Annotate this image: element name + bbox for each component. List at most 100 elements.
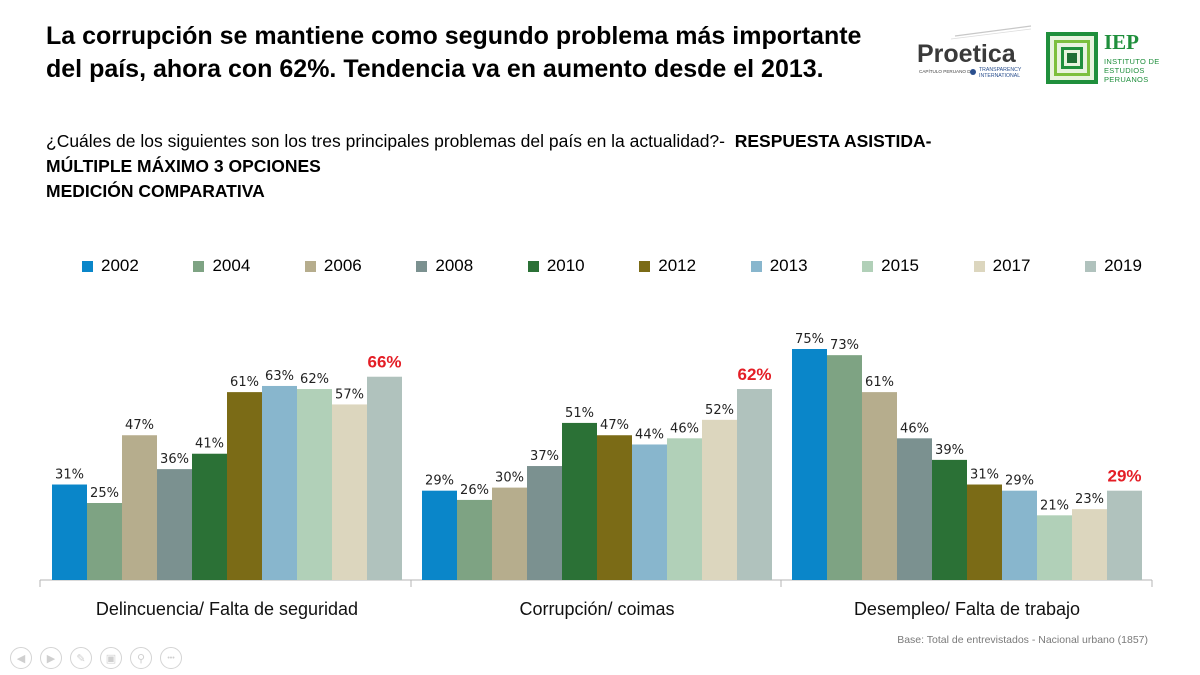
legend-swatch-2010 [527,260,539,272]
bar-1-2004 [87,503,122,580]
legend-label-2010: 2010 [546,256,585,275]
iep-logo-mark [1046,32,1098,84]
bar-3-2013 [1002,490,1037,580]
legend-label-2019: 2019 [1104,256,1142,275]
proetica-logo-text: Proetica [917,40,1017,68]
bar-2-2013 [632,444,667,580]
data-label-3-2019: 29% [1107,467,1141,486]
question-main: ¿Cuáles de los siguientes son los tres p… [46,131,725,151]
bar-3-2017 [1072,509,1107,580]
iep-line-3: PERUANOS [1104,75,1149,84]
legend-item-2019: 2019 [1085,256,1142,276]
data-label-3-2008: 46% [900,421,929,436]
iep-logo: IEP INSTITUTO DE ESTUDIOS PERUANOS [1046,30,1166,86]
data-label-2-2002: 29% [425,474,454,489]
bar-3-2006 [862,392,897,580]
bar-1-2006 [122,435,157,580]
data-label-3-2017: 23% [1075,492,1104,507]
legend-item-2013: 2013 [750,256,808,276]
data-label-2-2008: 37% [530,449,559,464]
bar-3-2015 [1037,515,1072,580]
legend-swatch-2015 [862,260,874,272]
legend-label-2008: 2008 [435,256,474,275]
bar-1-2015 [297,389,332,580]
legend-swatch-2006 [304,260,316,272]
data-label-3-2004: 73% [830,338,859,353]
data-label-3-2015: 21% [1040,498,1069,513]
legend-swatch-2012 [639,260,651,272]
iep-line-2: ESTUDIOS [1104,66,1145,75]
bar-1-2017 [332,404,367,580]
bar-3-2012 [967,484,1002,580]
legend-item-2004: 2004 [193,256,250,276]
data-label-2-2013: 44% [635,427,664,442]
legend-item-2002: 2002 [82,256,139,276]
data-label-3-2012: 31% [970,468,999,483]
legend-swatch-2004 [193,260,205,272]
legend-item-2006: 2006 [304,256,362,276]
proetica-logo-mark: Proetica CAPÍTULO PERUANO DE TRANSPARENC… [917,25,1032,79]
data-label-1-2013: 63% [265,369,294,384]
legend-swatch-2002 [82,260,93,272]
transparency-text: TRANSPARENCY [979,67,1022,73]
bar-2-2002 [422,490,457,580]
legend-label-2015: 2015 [881,256,919,275]
legend-swatch-2013 [750,260,762,272]
question-mode: RESPUESTA ASISTIDA- [734,131,932,151]
legend-item-2012: 2012 [639,256,696,276]
previous-icon[interactable]: ◀ [10,647,32,669]
category-label-3: Desempleo/ Falta de trabajo [854,599,1080,619]
iep-logo-text: IEP [1104,30,1140,54]
legend-swatch-2008 [416,260,428,272]
more-icon[interactable]: ••• [160,647,182,669]
iep-line-1: INSTITUTO DE [1104,57,1160,66]
data-label-1-2006: 47% [125,418,154,433]
question-text: ¿Cuáles de los siguientes son los tres p… [46,129,1126,204]
legend-label-2004: 2004 [212,256,251,275]
bar-1-2012 [227,392,262,580]
data-label-1-2002: 31% [55,468,84,483]
chart-legend: 2002 2004 2006 2008 2010 2012 2013 2015 2017 2019 [82,254,1142,278]
data-label-2-2012: 47% [600,418,629,433]
data-label-3-2002: 75% [795,332,824,347]
next-icon[interactable]: ▶ [40,647,62,669]
pen-icon[interactable]: ✎ [70,647,92,669]
proetica-logo-subtitle: CAPÍTULO PERUANO DE [919,68,974,74]
legend-item-2008: 2008 [416,256,473,276]
zoom-icon[interactable]: ⚲ [130,647,152,669]
question-measure: MEDICIÓN COMPARATIVA [46,181,265,201]
bar-2-2006 [492,487,527,580]
data-label-1-2017: 57% [335,387,364,402]
international-text: INTERNATIONAL [979,73,1020,79]
category-label-2: Corrupción/ coimas [519,599,674,619]
category-label-1: Delincuencia/ Falta de seguridad [96,599,358,619]
bar-1-2019 [367,376,402,580]
slides-icon[interactable]: ▣ [100,647,122,669]
bar-1-2010 [192,453,227,580]
data-label-2-2004: 26% [460,483,489,498]
question-limit: MÚLTIPLE MÁXIMO 3 OPCIONES [46,156,321,176]
bar-2-2004 [457,499,492,580]
slide-navigation: ◀ ▶ ✎ ▣ ⚲ ••• [10,647,182,669]
bar-2-2015 [667,438,702,580]
data-label-2-2017: 52% [705,403,734,418]
bar-1-2013 [262,385,297,580]
data-label-2-2015: 46% [670,421,699,436]
data-label-3-2006: 61% [865,375,894,390]
bar-2-2019 [737,389,772,580]
bar-3-2010 [932,459,967,580]
data-label-2-2010: 51% [565,406,594,421]
proetica-logo: Proetica CAPÍTULO PERUANO DE TRANSPARENC… [915,24,1035,86]
data-label-1-2015: 62% [300,372,329,387]
data-label-1-2010: 41% [195,437,224,452]
data-label-3-2013: 29% [1005,474,1034,489]
legend-swatch-2017 [973,260,985,272]
bar-2-2010 [562,422,597,580]
bar-3-2004 [827,355,862,580]
bar-3-2019 [1107,490,1142,580]
legend-label-2013: 2013 [769,256,808,275]
legend-item-2015: 2015 [862,256,919,276]
data-label-1-2004: 25% [90,486,119,501]
bar-3-2002 [792,349,827,580]
legend-label-2006: 2006 [323,256,362,275]
